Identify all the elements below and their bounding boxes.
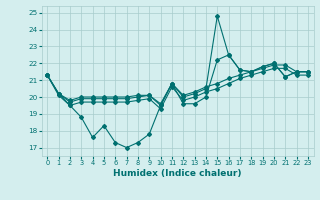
X-axis label: Humidex (Indice chaleur): Humidex (Indice chaleur) [113,169,242,178]
